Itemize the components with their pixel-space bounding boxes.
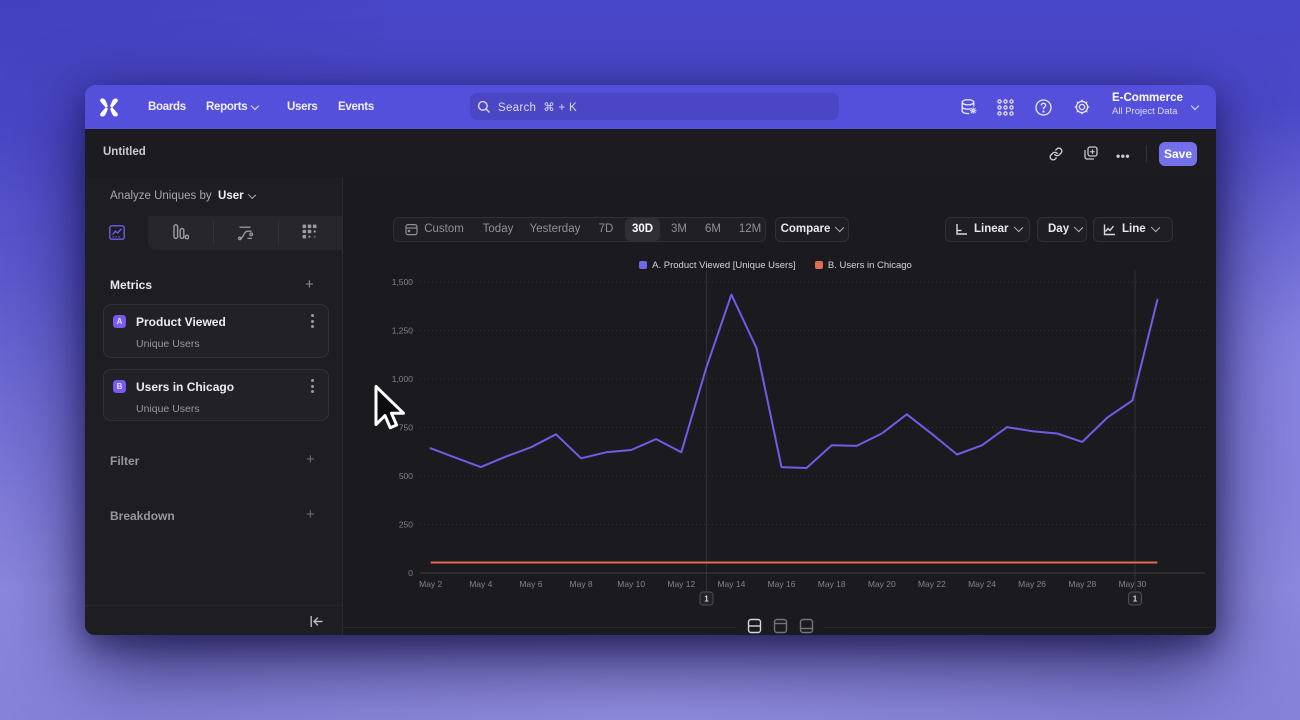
svg-text:May 26: May 26 (1018, 579, 1046, 589)
svg-text:May 30: May 30 (1118, 579, 1146, 589)
svg-text:750: 750 (399, 423, 413, 433)
svg-text:May 12: May 12 (667, 579, 695, 589)
svg-text:1,500: 1,500 (392, 277, 414, 287)
svg-text:1: 1 (704, 595, 709, 604)
svg-text:May 20: May 20 (868, 579, 896, 589)
svg-text:May 8: May 8 (570, 579, 593, 589)
svg-text:1,250: 1,250 (392, 326, 414, 336)
svg-text:1: 1 (1133, 595, 1138, 604)
svg-text:May 2: May 2 (419, 579, 442, 589)
svg-text:May 22: May 22 (918, 579, 946, 589)
svg-text:May 28: May 28 (1068, 579, 1096, 589)
svg-text:1,000: 1,000 (392, 374, 414, 384)
svg-text:May 24: May 24 (968, 579, 996, 589)
svg-text:May 16: May 16 (768, 579, 796, 589)
svg-text:May 10: May 10 (617, 579, 645, 589)
svg-text:0: 0 (408, 568, 413, 578)
svg-text:May 18: May 18 (818, 579, 846, 589)
svg-text:250: 250 (399, 520, 413, 530)
svg-text:May 14: May 14 (717, 579, 745, 589)
svg-text:May 6: May 6 (519, 579, 542, 589)
svg-text:500: 500 (399, 471, 413, 481)
svg-text:May 4: May 4 (469, 579, 492, 589)
